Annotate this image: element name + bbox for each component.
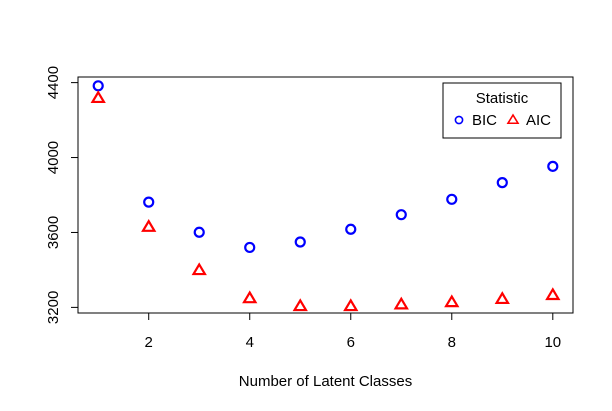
aic-point	[90, 90, 106, 104]
aic-point	[141, 219, 157, 232]
legend-marker-bic	[454, 115, 464, 125]
legend-label-aic: AIC	[526, 112, 551, 129]
legend-box	[442, 82, 562, 139]
legend-title: Statistic	[476, 90, 529, 107]
legend-marker-aic	[506, 113, 520, 125]
x-tick-label: 8	[448, 334, 456, 351]
legend: Statistic BIC AIC	[442, 82, 562, 139]
bic-point	[294, 236, 306, 248]
y-tick-label: 3200	[45, 291, 62, 324]
bic-point	[193, 226, 205, 238]
x-axis: 2 4 6 8 10	[145, 313, 561, 351]
aic-point	[343, 298, 359, 312]
x-tick-label: 2	[145, 334, 153, 351]
bic-point	[446, 193, 458, 205]
aic-point	[494, 291, 510, 305]
plot-frame	[77, 76, 574, 314]
x-tick-label: 6	[347, 334, 355, 351]
aic-point	[242, 290, 258, 304]
x-axis-title: Number of Latent Classes	[239, 373, 412, 390]
aic-point	[444, 294, 460, 308]
aic-point	[545, 287, 561, 301]
bic-point	[143, 196, 155, 208]
bic-point	[547, 160, 559, 172]
y-tick-label: 3600	[45, 216, 62, 249]
y-tick-label: 4400	[45, 66, 62, 99]
aic-point	[393, 296, 409, 310]
bic-point	[345, 223, 357, 235]
bic-point	[496, 177, 508, 189]
bic-point	[395, 209, 407, 221]
plot-area	[77, 76, 574, 314]
series-aic	[90, 90, 561, 312]
bic-point	[92, 80, 104, 92]
legend-label-bic: BIC	[472, 112, 497, 129]
x-tick-label: 4	[246, 334, 254, 351]
x-tick-label: 10	[544, 334, 561, 351]
aic-point	[292, 298, 308, 312]
series-bic	[92, 80, 559, 254]
points-layer	[90, 80, 561, 312]
y-tick-label: 4000	[45, 141, 62, 174]
y-axis: 3200 3600 4000 4400	[45, 66, 78, 324]
bic-point	[244, 241, 256, 254]
aic-point	[191, 262, 207, 276]
